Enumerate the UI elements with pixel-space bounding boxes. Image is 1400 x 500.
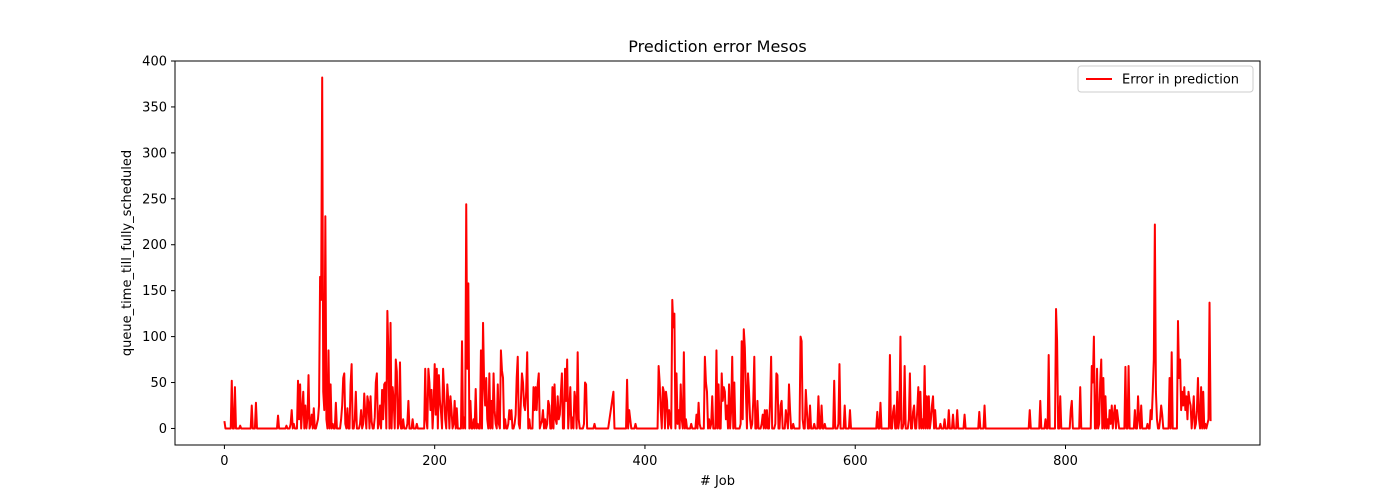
chart-title: Prediction error Mesos bbox=[628, 37, 807, 56]
y-tick-label: 400 bbox=[142, 55, 167, 70]
y-tick-label: 350 bbox=[142, 100, 167, 115]
series-lines bbox=[223, 76, 1212, 430]
y-tick-label: 50 bbox=[150, 376, 167, 391]
y-tick-label: 100 bbox=[142, 330, 167, 345]
x-axis-label: # Job bbox=[700, 474, 735, 489]
legend-box bbox=[1077, 65, 1254, 93]
x-tick-label: 800 bbox=[1053, 454, 1078, 469]
legend-label-error-in-prediction: Error in prediction bbox=[1122, 73, 1239, 88]
y-tick-label: 250 bbox=[142, 192, 167, 207]
legend: Error in prediction bbox=[1077, 65, 1254, 93]
x-tick-label: 400 bbox=[633, 454, 658, 469]
y-tick-label: 150 bbox=[142, 284, 167, 299]
y-tick-label: 0 bbox=[159, 422, 167, 437]
y-axis-label: queue_time_till_fully_scheduled bbox=[120, 150, 135, 356]
ticks: 0 200 400 600 800 0 50 100 150 200 250 300 350 400 bbox=[142, 55, 1078, 470]
x-tick-label: 200 bbox=[422, 454, 447, 469]
y-tick-label: 200 bbox=[142, 238, 167, 253]
plot-frame bbox=[174, 60, 1261, 446]
series-line-0 bbox=[223, 76, 1212, 430]
x-tick-label: 0 bbox=[220, 454, 228, 469]
y-tick-label: 300 bbox=[142, 146, 167, 161]
x-tick-label: 600 bbox=[843, 454, 868, 469]
